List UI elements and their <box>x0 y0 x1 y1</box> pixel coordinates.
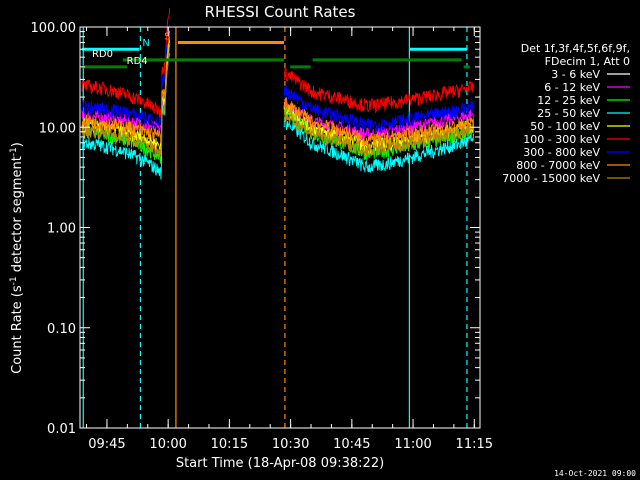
x-tick-label: 11:00 <box>394 437 431 452</box>
legend-entry: 3 - 6 keV <box>551 68 600 81</box>
legend-entry: 300 - 800 keV <box>523 146 600 159</box>
x-tick-label: 10:45 <box>333 437 370 452</box>
x-tick-label: 09:45 <box>88 437 125 452</box>
series-line <box>283 110 475 157</box>
timestamp: 14-Oct-2021 09:00 <box>554 469 636 478</box>
x-tick-label: 10:30 <box>272 437 309 452</box>
plot-area: N S RD0 RD4 <box>81 8 475 428</box>
series-line <box>283 85 475 132</box>
legend-entry: 800 - 7000 keV <box>516 159 600 172</box>
y-tick-label: 0.01 <box>47 422 76 437</box>
series-line <box>283 67 475 114</box>
legend: Det 1f,3f,4f,5f,6f,9f,FDecim 1, Att 03 -… <box>502 42 630 185</box>
series-line <box>81 30 171 144</box>
series-line <box>284 98 475 141</box>
series-line <box>81 44 171 158</box>
series-line <box>283 97 475 147</box>
legend-header: Det 1f,3f,4f,5f,6f,9f, <box>521 42 630 55</box>
x-tick-label: 10:15 <box>211 437 248 452</box>
series-line <box>81 42 171 134</box>
y-tick-label: 1.00 <box>47 222 76 237</box>
legend-header: FDecim 1, Att 0 <box>545 55 630 68</box>
series-line <box>283 116 475 173</box>
legend-entry: 100 - 300 keV <box>523 133 600 146</box>
y-axis-label: Count Rate (s-1 detector segment-1) <box>9 142 25 374</box>
legend-entry: 25 - 50 keV <box>537 107 600 120</box>
y-tick-label: 100.00 <box>31 21 77 36</box>
legend-entry: 7000 - 15000 keV <box>502 172 600 185</box>
x-tick-label: 11:15 <box>456 437 493 452</box>
flag-label: N <box>142 38 149 49</box>
x-tick-label: 10:00 <box>149 437 186 452</box>
series-line <box>81 23 171 128</box>
series-line <box>81 53 171 180</box>
flag-label: RD4 <box>127 56 148 67</box>
x-axis-label: Start Time (18-Apr-08 09:38:22) <box>176 456 384 471</box>
flag-label: RD0 <box>92 49 113 60</box>
y-tick-label: 10.00 <box>39 121 76 136</box>
flag-label: S <box>164 32 170 43</box>
chart-title: RHESSI Count Rates <box>205 3 356 21</box>
legend-entry: 6 - 12 keV <box>544 81 600 94</box>
series-line <box>81 8 171 119</box>
y-tick-label: 0.10 <box>47 322 76 337</box>
legend-entry: 12 - 25 keV <box>537 94 600 107</box>
axes: 100.00 10.00 1.00 0.10 0.01 09:45 10:00 10:15 10… <box>31 21 494 452</box>
legend-entry: 50 - 100 keV <box>530 120 600 133</box>
